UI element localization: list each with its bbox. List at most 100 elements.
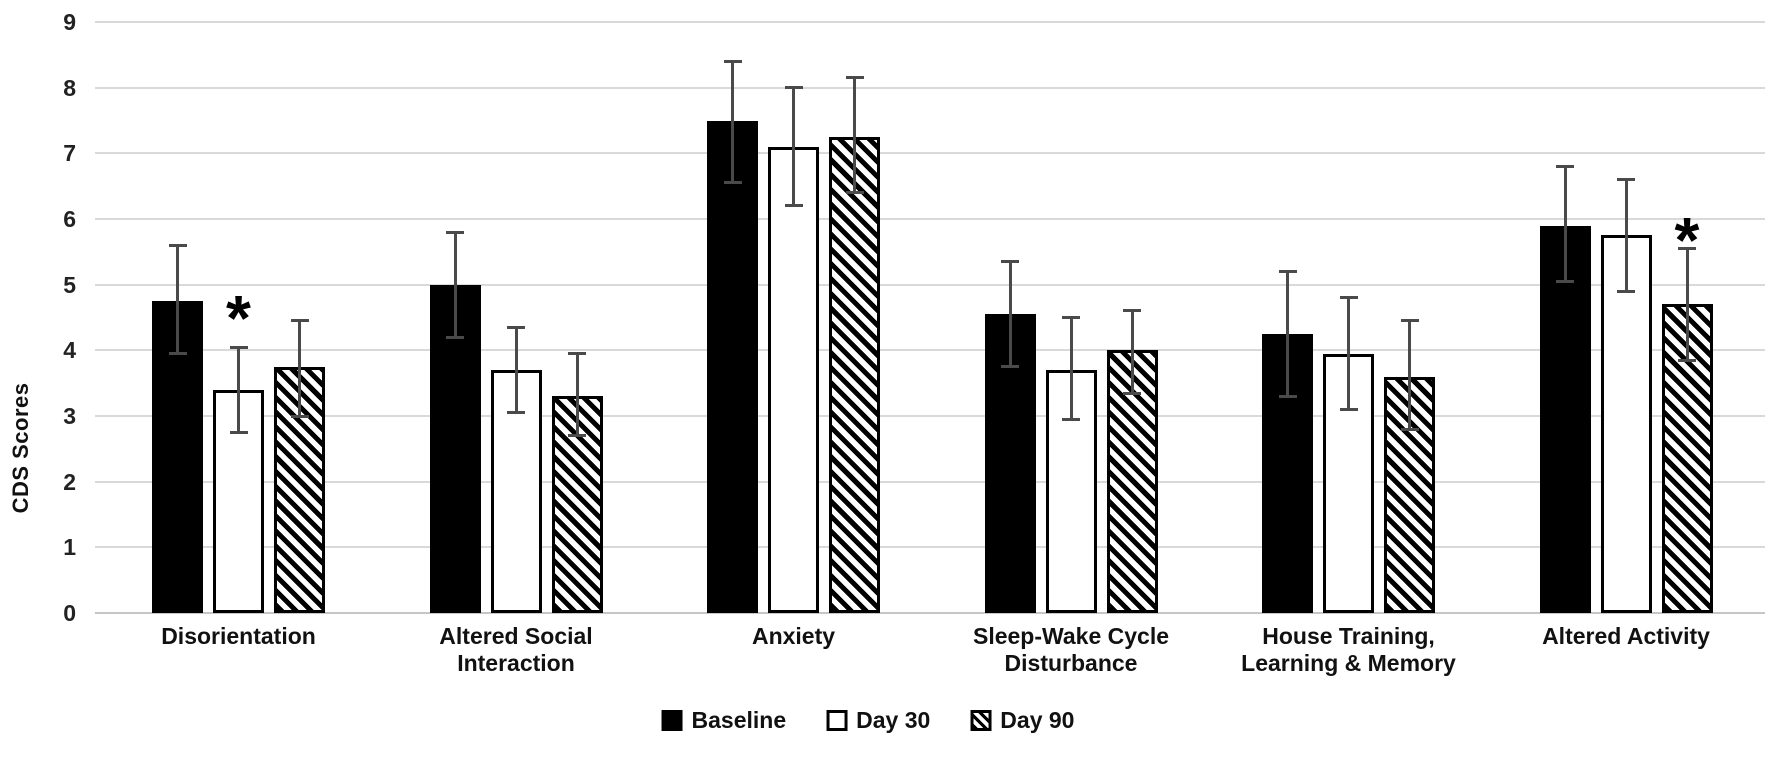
y-tick-label-9: 9 (63, 9, 76, 35)
error-cap-bottom (229, 430, 248, 434)
gridline-y-8 (95, 86, 1765, 89)
plot-area: * * (95, 21, 1765, 614)
error-bar (176, 245, 179, 354)
error-cap-top (1062, 316, 1080, 319)
error-cap-top (1556, 164, 1574, 168)
error-cap-bottom (1400, 427, 1419, 431)
error-cap-bottom (507, 411, 525, 415)
error-cap-bottom (1339, 407, 1358, 411)
error-cap-top (1278, 270, 1297, 274)
bar-baseline-5 (1539, 225, 1591, 613)
bar-baseline-1 (429, 284, 481, 613)
gridline-y-5 (95, 283, 1765, 286)
bar-day30-2 (768, 146, 819, 613)
error-bar (1069, 317, 1073, 420)
error-cap-bottom (446, 335, 464, 339)
error-cap-top (1339, 296, 1358, 300)
error-bar (853, 77, 856, 193)
bar-day30-3 (1045, 370, 1097, 613)
gridline-y-7 (95, 152, 1765, 155)
error-cap-top (168, 243, 187, 247)
error-cap-bottom (784, 204, 803, 208)
y-axis: 0 1 2 3 4 5 6 7 8 9 (0, 9, 76, 626)
y-tick-label-7: 7 (63, 140, 76, 167)
x-axis: Disorientation Altered Social Interaction… (0, 623, 1772, 703)
error-cap-top (1123, 309, 1141, 313)
y-tick-label-6: 6 (63, 206, 76, 232)
legend-item-day30: Day 30 (826, 708, 930, 732)
legend-item-baseline: Baseline (661, 707, 787, 733)
y-tick-label-3: 3 (63, 403, 76, 429)
error-bar (1286, 271, 1289, 397)
error-bar (1347, 297, 1350, 410)
legend-item-day90: Day 90 (970, 708, 1074, 732)
error-bar (1008, 261, 1012, 367)
error-cap-bottom (290, 414, 309, 418)
error-cap-top (229, 345, 248, 349)
error-bar (453, 232, 457, 338)
x-axis-line (95, 612, 1765, 614)
error-cap-top (1678, 247, 1696, 251)
error-bar (1624, 179, 1628, 292)
error-cap-bottom (1001, 365, 1019, 369)
x-category-label-3: Sleep-Wake Cycle Disturbance (972, 623, 1170, 676)
x-category-label-2: Anxiety (751, 623, 836, 649)
error-cap-bottom (1617, 289, 1635, 293)
gridline-y-9 (95, 21, 1765, 23)
legend: Baseline Day 30 Day 90 (661, 707, 1074, 733)
x-category-label-4: House Training, Learning & Memory (1241, 623, 1456, 676)
y-tick-label-5: 5 (63, 271, 76, 298)
y-tick-label-1: 1 (63, 534, 76, 561)
error-cap-bottom (168, 352, 187, 356)
gridline-y-2 (95, 480, 1765, 483)
legend-label: Baseline (691, 707, 787, 733)
y-tick-label-0: 0 (63, 600, 76, 626)
error-bar (731, 61, 734, 183)
bar-day30-5 (1600, 235, 1652, 613)
x-category-label-0: Disorientation (161, 623, 316, 649)
y-tick-label-2: 2 (63, 468, 76, 495)
legend-label: Day 30 (856, 707, 931, 733)
legend-swatch-solid-icon (661, 709, 683, 731)
error-cap-top (723, 59, 742, 63)
error-cap-top (1400, 319, 1419, 323)
significance-asterisk-1: * (226, 281, 251, 354)
y-tick-label-4: 4 (63, 337, 76, 364)
bar-baseline-2 (707, 120, 758, 613)
error-bar (792, 87, 795, 206)
error-bar (237, 347, 240, 433)
error-cap-bottom (1556, 279, 1574, 283)
error-cap-bottom (723, 181, 742, 185)
error-cap-top (845, 76, 864, 80)
error-cap-bottom (1278, 394, 1297, 398)
error-cap-top (1001, 260, 1019, 264)
error-cap-top (784, 86, 803, 90)
error-cap-bottom (1062, 417, 1080, 421)
legend-label: Day 90 (1000, 707, 1075, 733)
error-bar (1563, 166, 1567, 282)
error-cap-top (507, 325, 525, 329)
x-category-label-1: Altered Social Interaction (439, 623, 593, 676)
error-bar (298, 320, 301, 416)
error-bar (1408, 320, 1411, 430)
gridline-y-3 (95, 415, 1765, 417)
error-cap-bottom (1678, 358, 1696, 362)
gridline-y-4 (95, 349, 1765, 352)
gridline-y-6 (95, 218, 1765, 220)
y-tick-label-8: 8 (63, 74, 76, 101)
error-bar (1685, 248, 1689, 361)
legend-swatch-open-icon (826, 709, 848, 731)
error-bar (1130, 310, 1134, 394)
error-cap-bottom (568, 434, 586, 438)
significance-asterisk-2: * (1674, 204, 1700, 277)
gridline-y-1 (95, 546, 1765, 549)
error-cap-top (446, 230, 464, 234)
error-bar (514, 327, 518, 413)
error-cap-top (290, 319, 309, 323)
bar-day90-2 (829, 136, 880, 613)
legend-swatch-hatched-icon (970, 709, 992, 731)
x-category-label-5: Altered Activity (1542, 623, 1710, 649)
error-cap-bottom (845, 191, 864, 195)
error-cap-top (1617, 178, 1635, 182)
